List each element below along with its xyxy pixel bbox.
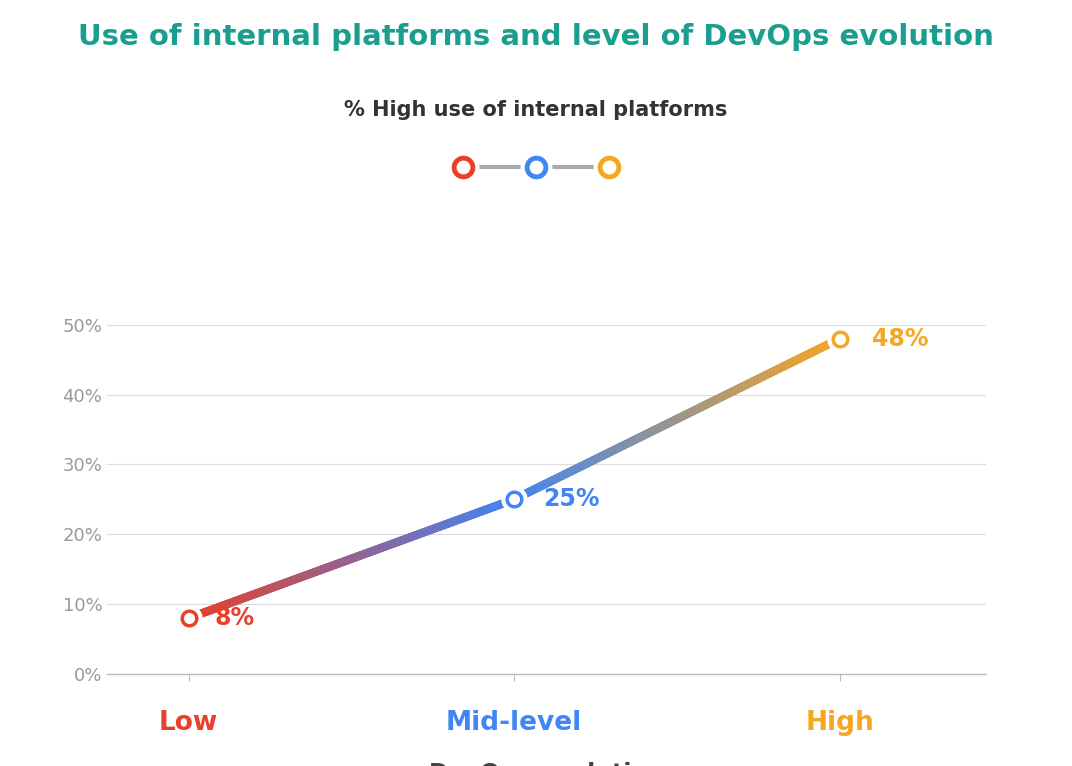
Text: Use of internal platforms and level of DevOps evolution: Use of internal platforms and level of D… xyxy=(78,23,994,51)
Text: Low: Low xyxy=(159,710,219,736)
Text: DevOps evolution: DevOps evolution xyxy=(429,761,665,766)
Text: 8%: 8% xyxy=(214,606,255,630)
Text: 25%: 25% xyxy=(544,487,600,512)
Text: High: High xyxy=(805,710,874,736)
Text: 48%: 48% xyxy=(873,326,928,351)
Text: Mid-level: Mid-level xyxy=(446,710,582,736)
Text: % High use of internal platforms: % High use of internal platforms xyxy=(344,100,728,119)
